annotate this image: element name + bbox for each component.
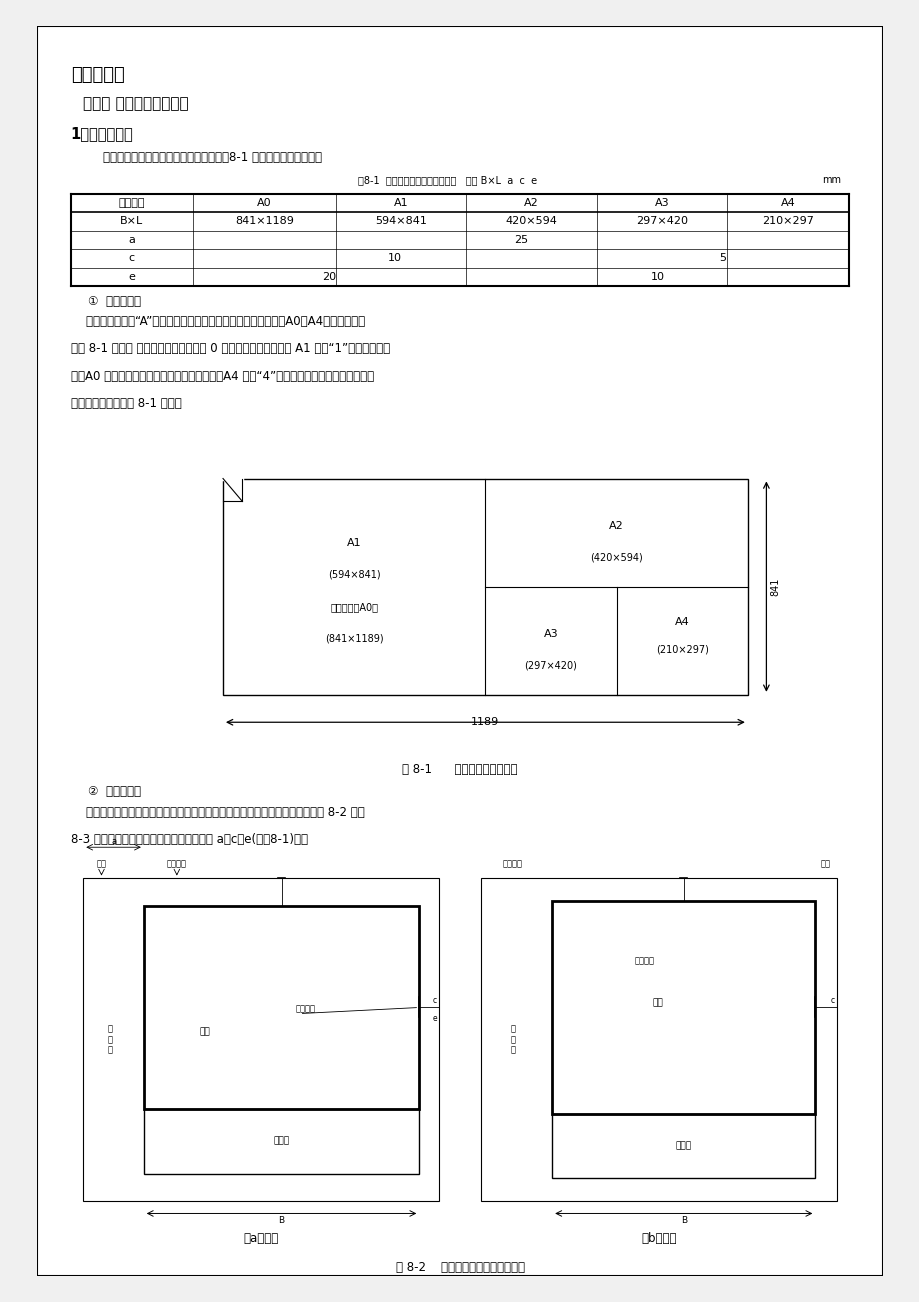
Text: 图 8-1      基本幅面的尺寸关系: 图 8-1 基本幅面的尺寸关系 [402,763,517,776]
Text: （a）横装: （a）横装 [244,1232,278,1245]
Text: A3: A3 [543,629,558,639]
Text: A3: A3 [654,198,669,208]
Text: a: a [128,234,135,245]
Text: ②  图纸的格式: ② 图纸的格式 [87,785,141,798]
Bar [551,901,814,1115]
Text: (210×297): (210×297) [655,644,708,655]
Text: （一） 图纸的幅面和格式: （一） 图纸的幅面和格式 [84,96,188,111]
Text: 420×594: 420×594 [505,216,557,227]
Text: 841×1189: 841×1189 [234,216,293,227]
Text: (841×1189): (841×1189) [324,633,383,643]
Bar [222,479,747,695]
Text: c: c [830,996,834,1005]
Text: B: B [680,1216,686,1225]
Text: A2: A2 [524,198,539,208]
Text: e: e [432,1014,437,1023]
Text: 10: 10 [387,254,402,263]
Text: 图框边界: 图框边界 [166,859,187,868]
Text: (420×594): (420×594) [590,552,642,562]
Text: 图框: 图框 [199,1027,210,1036]
Text: c: c [129,254,134,263]
Text: mm: mm [821,174,840,185]
Text: A1: A1 [393,198,408,208]
Text: 20: 20 [322,272,336,281]
Text: 二、新课：: 二、新课： [71,66,124,85]
Text: 1189: 1189 [471,717,499,728]
Text: 594×841: 594×841 [375,216,426,227]
Text: 纸（A0 幅面）长边对折裁切一次所得的幅面；A4 中的“4”，表示将全张纸长边对折裁切四: 纸（A0 幅面）长边对折裁切一次所得的幅面；A4 中的“4”，表示将全张纸长边对… [71,370,373,383]
Text: 周边: 周边 [820,859,830,868]
Text: 标题栏: 标题栏 [273,1137,289,1146]
Text: （整张纸为A0）: （整张纸为A0） [330,602,378,612]
Bar [143,906,419,1109]
Bar [551,1115,814,1178]
Bar [143,1109,419,1173]
Bar [84,879,438,1200]
Text: 图框线必须用粗实线绘制。图框格式分为留有装订边和不留装订边两种，如图 8-2 和图: 图框线必须用粗实线绘制。图框格式分为留有装订边和不留装订边两种，如图 8-2 和… [71,806,364,819]
Text: A4: A4 [674,617,689,628]
Text: 图 8-2    留有装订边图样的图框格式: 图 8-2 留有装订边图样的图框格式 [395,1260,524,1273]
Text: 210×297: 210×297 [762,216,813,227]
Text: 装
订
边: 装 订 边 [108,1025,113,1055]
Bar [481,879,835,1200]
Text: 次所得的幅面，如图 8-1 所示。: 次所得的幅面，如图 8-1 所示。 [71,397,181,410]
Text: A1: A1 [346,539,361,548]
Text: 8-3 所示。两种格式图框的留边宽度尺寸为 a、c、e(见袆8-1)。但: 8-3 所示。两种格式图框的留边宽度尺寸为 a、c、e(见袆8-1)。但 [71,833,307,846]
Text: (594×841): (594×841) [327,570,380,579]
Text: 10: 10 [650,272,664,281]
Text: 幅面代号: 幅面代号 [119,198,145,208]
Text: 25: 25 [514,234,528,245]
Text: 装
订
边: 装 订 边 [510,1025,515,1055]
Text: c: c [433,996,437,1005]
Text: 如图 8-1 所示。 幅面代号实际上就是对 0 号幅面的对开次数。如 A1 中的“1”，表示将全张: 如图 8-1 所示。 幅面代号实际上就是对 0 号幅面的对开次数。如 A1 中的… [71,342,390,355]
Text: 297×420: 297×420 [635,216,687,227]
Text: 图纸幅面代号由“A”和相应的幅面号组成。基本幅面共有五种：A0～A4，其尺寸关系: 图纸幅面代号由“A”和相应的幅面号组成。基本幅面共有五种：A0～A4，其尺寸关系 [71,315,365,328]
Text: 841: 841 [770,578,780,596]
Text: A2: A2 [608,521,623,531]
Text: 图框: 图框 [652,999,662,1008]
Text: 袆8-1  图纸的基本幅面及图框尺寸   代号 B×L  a  c  e: 袆8-1 图纸的基本幅面及图框尺寸 代号 B×L a c e [358,174,537,185]
Text: A4: A4 [780,198,795,208]
Text: A0: A0 [256,198,271,208]
Text: a: a [111,837,116,846]
Text: 周边: 周边 [96,859,107,868]
Text: 5: 5 [719,254,726,263]
Text: 1、图纸的幅面: 1、图纸的幅面 [71,126,133,141]
Text: 绘制图样时，图纸幅面尺寸应优先采用袆8-1 中规定的的基本幅面。: 绘制图样时，图纸幅面尺寸应优先采用袆8-1 中规定的的基本幅面。 [87,151,322,164]
Text: 图框边界: 图框边界 [502,859,522,868]
Text: B: B [278,1216,284,1225]
Text: （b）绝装: （b）绝装 [641,1232,675,1245]
Text: B×L: B×L [120,216,143,227]
Text: e: e [128,272,135,281]
Text: (297×420): (297×420) [524,660,577,671]
Text: 标题栏: 标题栏 [675,1142,691,1151]
Text: ①  图纸的尺寸: ① 图纸的尺寸 [87,294,141,307]
Text: 对中符号: 对中符号 [295,1005,315,1013]
Text: 对中符号: 对中符号 [633,956,653,965]
